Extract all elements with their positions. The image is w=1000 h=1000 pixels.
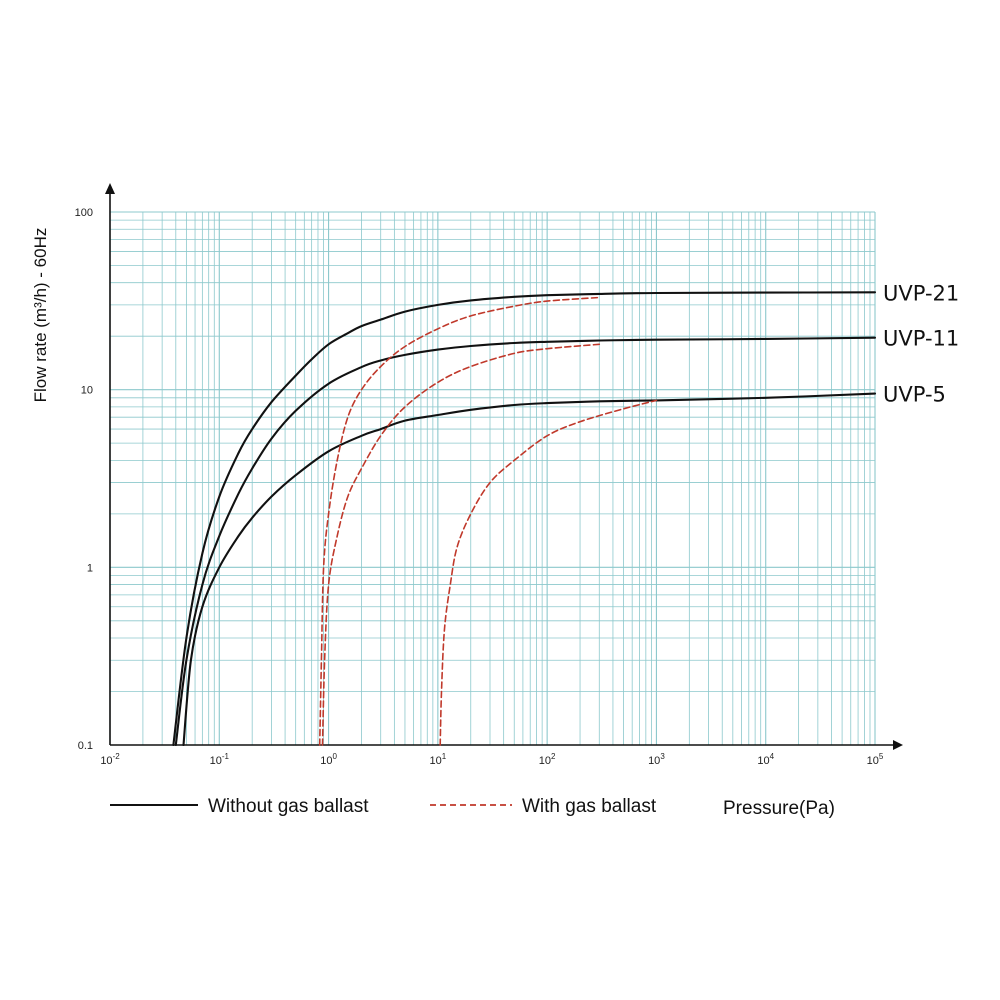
x-tick-label: 105 (867, 752, 884, 767)
x-tick-label: 101 (430, 752, 447, 767)
x-tick-label: 10-2 (100, 752, 120, 767)
legend-label-without-gas-ballast: Without gas ballast (208, 796, 369, 817)
series-line-uvp-11-solid (174, 336, 877, 747)
series-line-uvp-5-solid (182, 392, 877, 747)
legend-label-with-gas-ballast: With gas ballast (522, 796, 657, 817)
series-label-uvp-21: UVP-21 (883, 281, 959, 305)
x-tick-label: 102 (539, 752, 556, 767)
y-tick-label: 100 (75, 207, 93, 219)
y-tick-label: 1 (87, 562, 93, 574)
y-tick-labels: 0.1 1 10 100 (75, 207, 93, 752)
y-tick-label: 10 (81, 385, 93, 397)
series-label-uvp-5: UVP-5 (883, 383, 946, 407)
x-tick-label: 104 (757, 752, 774, 767)
series-label-uvp-11: UVP-11 (883, 327, 959, 351)
x-tick-label: 10-1 (210, 752, 230, 767)
x-axis-arrow (893, 740, 903, 750)
x-tick-label: 103 (648, 752, 665, 767)
series-lines (172, 291, 877, 747)
legend: Without gas ballast With gas ballast Pre… (110, 796, 835, 819)
series-labels: UVP-21 UVP-11 UVP-5 (883, 281, 959, 406)
series-line-uvp-21-dashed (318, 296, 601, 746)
x-axis-label: Pressure(Pa) (723, 798, 835, 819)
y-tick-label: 0.1 (78, 740, 93, 752)
series-line-uvp-5-dashed (439, 399, 658, 746)
chart-grid (109, 211, 876, 746)
series-line-uvp-21-solid (172, 291, 877, 747)
chart-axes (105, 183, 903, 750)
x-tick-label: 100 (320, 752, 337, 767)
y-axis-label: Flow rate (m³/h) - 60Hz (31, 228, 50, 403)
series-line-uvp-11-dashed (321, 343, 601, 746)
y-axis-arrow (105, 183, 115, 194)
x-tick-labels: 10-2 10-1 100 101 102 103 104 105 (100, 752, 884, 767)
